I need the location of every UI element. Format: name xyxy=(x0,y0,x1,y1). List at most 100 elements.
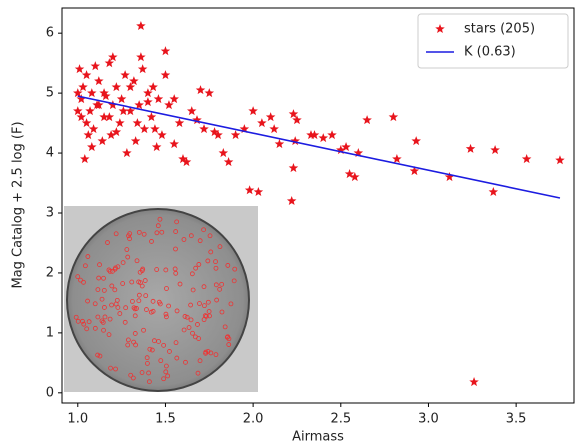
inset-detection xyxy=(117,311,123,316)
inset-detection xyxy=(189,271,195,277)
star-point xyxy=(143,88,153,98)
star-point xyxy=(350,172,360,182)
x-tick-label: 1.0 xyxy=(67,412,88,427)
inset-detection xyxy=(205,299,211,305)
star-point xyxy=(81,118,92,128)
star-point xyxy=(88,124,99,134)
star-point xyxy=(253,187,264,197)
star-point xyxy=(90,61,101,71)
x-tick-label: 2.5 xyxy=(330,412,351,427)
star-point xyxy=(97,136,108,146)
inset-detection xyxy=(173,270,179,276)
star-point xyxy=(108,100,118,110)
inset-detection xyxy=(157,216,163,222)
inset-detection xyxy=(201,284,207,290)
inset-detection xyxy=(125,337,131,343)
star-point xyxy=(490,145,500,155)
inset-detection xyxy=(126,233,131,239)
star-point xyxy=(218,148,229,158)
star-point xyxy=(336,145,346,155)
star-point xyxy=(108,52,118,62)
star-point xyxy=(104,58,115,68)
inset-detection xyxy=(213,265,219,271)
inset-detection xyxy=(109,302,114,308)
star-point xyxy=(318,133,329,143)
inset-detection xyxy=(142,278,148,283)
y-tick-label: 4 xyxy=(46,146,54,161)
star-point xyxy=(160,46,171,56)
star-point xyxy=(136,52,146,62)
inset-detection xyxy=(208,249,214,255)
inset-detection xyxy=(136,229,142,235)
star-point xyxy=(244,185,255,195)
inset-detection xyxy=(124,247,130,252)
star-point xyxy=(83,130,94,140)
inset-detection xyxy=(109,283,115,289)
star-point xyxy=(85,106,95,116)
star-point xyxy=(122,148,132,158)
inset-detection xyxy=(186,325,192,330)
inset-detection xyxy=(219,309,225,315)
inset-detection xyxy=(130,298,135,304)
inset-detection xyxy=(203,349,209,355)
star-point xyxy=(115,118,125,128)
inset-detection xyxy=(105,240,110,245)
star-point xyxy=(192,115,202,125)
inset-detection xyxy=(120,260,126,266)
star-point xyxy=(132,118,143,128)
inset-detection xyxy=(145,360,150,366)
star-point xyxy=(465,143,476,153)
star-point xyxy=(94,100,104,110)
inset-detection xyxy=(207,233,213,239)
star-point xyxy=(153,94,164,104)
inset-detection xyxy=(136,292,142,298)
inset-detection xyxy=(96,275,102,281)
inset-image xyxy=(64,206,258,392)
inset-detection xyxy=(101,275,106,281)
inset-detection xyxy=(141,231,147,237)
star-point xyxy=(146,112,157,122)
inset-detection xyxy=(188,233,194,239)
inset-detection xyxy=(146,379,152,385)
y-tick-label: 2 xyxy=(46,265,54,280)
star-point xyxy=(269,124,279,134)
star-point xyxy=(488,187,499,197)
y-axis-label: Mag Catalog + 2.5 log (F) xyxy=(11,121,26,288)
star-point xyxy=(125,82,136,92)
star-point xyxy=(99,112,109,122)
inset-detection xyxy=(102,314,108,320)
inset-detection xyxy=(95,287,101,292)
inset-detection xyxy=(197,301,202,306)
y-tick-label: 0 xyxy=(46,385,54,400)
inset-detection xyxy=(139,283,145,289)
inset-detection xyxy=(181,237,187,242)
star-point xyxy=(118,106,129,116)
inset-detection xyxy=(202,303,207,309)
inset-detection xyxy=(85,254,91,259)
inset-detection xyxy=(129,279,135,285)
inset-detection xyxy=(195,322,200,327)
inset-detection xyxy=(73,314,79,320)
inset-detection xyxy=(86,319,92,325)
star-point xyxy=(151,142,162,152)
inset-detection xyxy=(112,266,118,272)
inset-detection xyxy=(148,309,154,315)
y-tick-label: 1 xyxy=(46,325,54,340)
star-point xyxy=(286,196,297,206)
inset-detection xyxy=(102,305,107,310)
star-point xyxy=(139,124,150,134)
inset-detection xyxy=(128,372,134,378)
inset-detection xyxy=(172,266,178,272)
inset-detection xyxy=(182,314,188,319)
star-point xyxy=(362,115,372,125)
inset-detection xyxy=(163,363,169,369)
star-point xyxy=(353,148,364,158)
inset-detection xyxy=(163,369,169,375)
inset-detection xyxy=(222,324,228,330)
star-point xyxy=(344,169,355,179)
inset-detection xyxy=(190,287,196,293)
inset-detection xyxy=(107,316,113,322)
star-point xyxy=(290,136,300,146)
inset-detection xyxy=(166,303,172,309)
inset-detection xyxy=(115,264,121,270)
